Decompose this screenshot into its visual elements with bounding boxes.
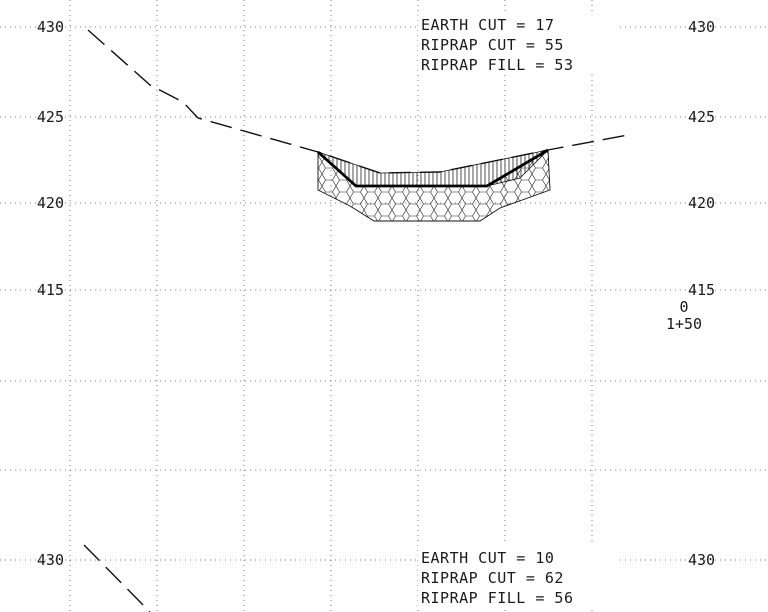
bottom-riprap-cut-note: RIPRAP CUT = 62 [421,569,564,587]
bottom-earth-cut-note: EARTH CUT = 10 [421,549,554,567]
bottom-elevation-labels: 430 430 [37,551,715,569]
top-quantity-notes: EARTH CUT = 17 RIPRAP CUT = 55 RIPRAP FI… [418,12,618,74]
bottom-elev-label-right-430: 430 [688,551,715,569]
top-riprap-cut-note: RIPRAP CUT = 55 [421,36,564,54]
station-value: 1+50 [666,315,702,333]
bottom-existing-ground-line [83,544,151,612]
elev-label-right-415: 415 [688,281,715,299]
elev-label-right-420: 420 [688,194,715,212]
station-label: 0 1+50 [666,298,702,333]
top-riprap-fill-note: RIPRAP FILL = 53 [421,56,574,74]
elev-label-left-425: 425 [37,108,64,126]
proposed-channel-line [317,148,549,188]
top-earth-cut-note: EARTH CUT = 17 [421,16,554,34]
elev-label-left-430: 430 [37,18,64,36]
elev-label-right-430: 430 [688,18,715,36]
bottom-elev-label-left-430: 430 [37,551,64,569]
offset-label: 0 [679,298,688,316]
elev-label-right-425: 425 [688,108,715,126]
elev-label-left-415: 415 [37,281,64,299]
bottom-riprap-fill-note: RIPRAP FILL = 56 [421,589,574,607]
elev-label-left-420: 420 [37,194,64,212]
top-elevation-labels: 430 425 420 415 430 425 420 415 [37,18,715,299]
bottom-quantity-notes: EARTH CUT = 10 RIPRAP CUT = 62 RIPRAP FI… [418,545,618,607]
